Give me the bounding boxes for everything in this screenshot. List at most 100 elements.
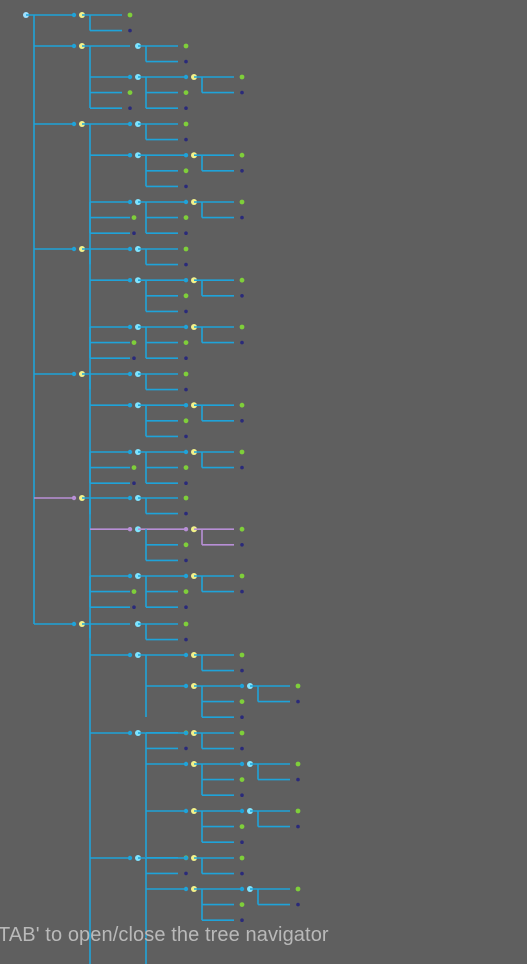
leaf-node-icon[interactable]	[183, 418, 189, 424]
connector-dot	[127, 199, 133, 205]
leaf-node-icon[interactable]	[183, 465, 189, 470]
connector-dot	[183, 886, 189, 892]
connector-dot	[183, 324, 189, 330]
connector-dot	[239, 808, 245, 814]
leaf-node-icon[interactable]	[239, 855, 245, 861]
leaf-node-icon[interactable]	[127, 90, 133, 95]
leaf-node-icon[interactable]	[184, 871, 188, 876]
leaf-node-icon[interactable]	[239, 199, 245, 205]
connector-dot	[71, 12, 77, 18]
leaf-node-icon[interactable]	[239, 652, 245, 658]
connector-dot	[183, 683, 189, 689]
leaf-node-icon[interactable]	[239, 730, 245, 736]
leaf-node-icon[interactable]	[296, 902, 300, 907]
leaf-node-icon[interactable]	[240, 419, 244, 423]
leaf-node-icon[interactable]	[239, 824, 245, 829]
leaf-node-icon[interactable]	[183, 215, 189, 221]
leaf-node-icon[interactable]	[184, 746, 188, 751]
leaf-node-icon[interactable]	[183, 340, 189, 345]
leaf-node-icon[interactable]	[183, 293, 189, 299]
leaf-node-icon[interactable]	[239, 699, 245, 704]
leaf-node-icon[interactable]	[184, 309, 188, 314]
leaf-node-icon[interactable]	[183, 589, 189, 594]
leaf-node-icon[interactable]	[295, 761, 301, 767]
leaf-node-icon[interactable]	[239, 324, 245, 330]
leaf-node-icon[interactable]	[239, 449, 245, 455]
leaf-node-icon[interactable]	[240, 840, 244, 844]
connector-dot	[71, 121, 77, 127]
leaf-node-icon[interactable]	[296, 699, 300, 704]
leaf-node-icon[interactable]	[184, 605, 188, 609]
leaf-node-icon[interactable]	[132, 481, 136, 486]
leaf-node-icon[interactable]	[131, 465, 137, 470]
leaf-node-icon[interactable]	[127, 12, 133, 18]
leaf-node-icon[interactable]	[240, 793, 244, 797]
leaf-node-icon[interactable]	[240, 169, 244, 173]
leaf-node-icon[interactable]	[132, 605, 136, 609]
leaf-node-icon[interactable]	[128, 28, 132, 33]
leaf-node-icon[interactable]	[239, 152, 245, 158]
leaf-node-icon[interactable]	[184, 231, 188, 235]
leaf-node-icon[interactable]	[239, 277, 245, 283]
leaf-node-icon[interactable]	[240, 871, 244, 876]
leaf-node-icon[interactable]	[240, 589, 244, 594]
leaf-node-icon[interactable]	[183, 371, 189, 377]
leaf-node-icon[interactable]	[239, 526, 245, 532]
leaf-node-icon[interactable]	[295, 808, 301, 814]
connector-dot	[183, 808, 189, 814]
leaf-node-icon[interactable]	[184, 184, 188, 189]
connector-dot	[127, 527, 133, 532]
leaf-node-icon[interactable]	[131, 215, 137, 221]
leaf-node-icon[interactable]	[239, 573, 245, 579]
leaf-node-icon[interactable]	[184, 637, 188, 642]
leaf-node-icon[interactable]	[131, 340, 137, 345]
connector-dot	[239, 886, 245, 892]
connector-dot	[127, 246, 133, 252]
leaf-node-icon[interactable]	[131, 589, 137, 594]
leaf-node-icon[interactable]	[239, 402, 245, 408]
leaf-node-icon[interactable]	[184, 59, 188, 64]
leaf-node-icon[interactable]	[183, 246, 189, 252]
leaf-node-icon[interactable]	[296, 824, 300, 829]
leaf-node-icon[interactable]	[240, 668, 244, 673]
leaf-node-icon[interactable]	[183, 495, 189, 501]
leaf-node-icon[interactable]	[239, 74, 245, 80]
leaf-node-icon[interactable]	[184, 106, 188, 110]
leaf-node-icon[interactable]	[183, 90, 189, 95]
leaf-node-icon[interactable]	[128, 106, 132, 110]
connector-dot	[183, 527, 189, 532]
leaf-node-icon[interactable]	[132, 231, 136, 235]
leaf-node-icon[interactable]	[184, 262, 188, 267]
connector-dot	[127, 652, 133, 658]
leaf-node-icon[interactable]	[184, 434, 188, 439]
leaf-node-icon[interactable]	[183, 621, 189, 627]
connector-dot	[127, 324, 133, 330]
leaf-node-icon[interactable]	[184, 481, 188, 486]
leaf-node-icon[interactable]	[240, 294, 244, 298]
leaf-node-icon[interactable]	[183, 542, 189, 548]
leaf-node-icon[interactable]	[240, 715, 244, 719]
leaf-node-icon[interactable]	[184, 511, 188, 516]
leaf-node-icon[interactable]	[184, 558, 188, 563]
leaf-node-icon[interactable]	[240, 215, 244, 220]
leaf-node-icon[interactable]	[184, 137, 188, 142]
leaf-node-icon[interactable]	[296, 777, 300, 782]
leaf-node-icon[interactable]	[240, 465, 244, 470]
leaf-node-icon[interactable]	[183, 43, 189, 49]
leaf-node-icon[interactable]	[183, 168, 189, 174]
leaf-node-icon[interactable]	[240, 90, 244, 95]
leaf-node-icon[interactable]	[239, 902, 245, 907]
leaf-node-icon[interactable]	[184, 356, 188, 361]
leaf-node-icon[interactable]	[132, 356, 136, 361]
leaf-node-icon[interactable]	[240, 918, 244, 922]
leaf-node-icon[interactable]	[240, 340, 244, 345]
leaf-node-icon[interactable]	[183, 121, 189, 127]
leaf-node-icon[interactable]	[295, 683, 301, 689]
leaf-node-icon[interactable]	[240, 746, 244, 751]
leaf-node-icon[interactable]	[184, 387, 188, 392]
leaf-node-icon[interactable]	[240, 543, 244, 547]
leaf-node-icon[interactable]	[295, 886, 301, 892]
leaf-node-icon[interactable]	[239, 777, 245, 782]
